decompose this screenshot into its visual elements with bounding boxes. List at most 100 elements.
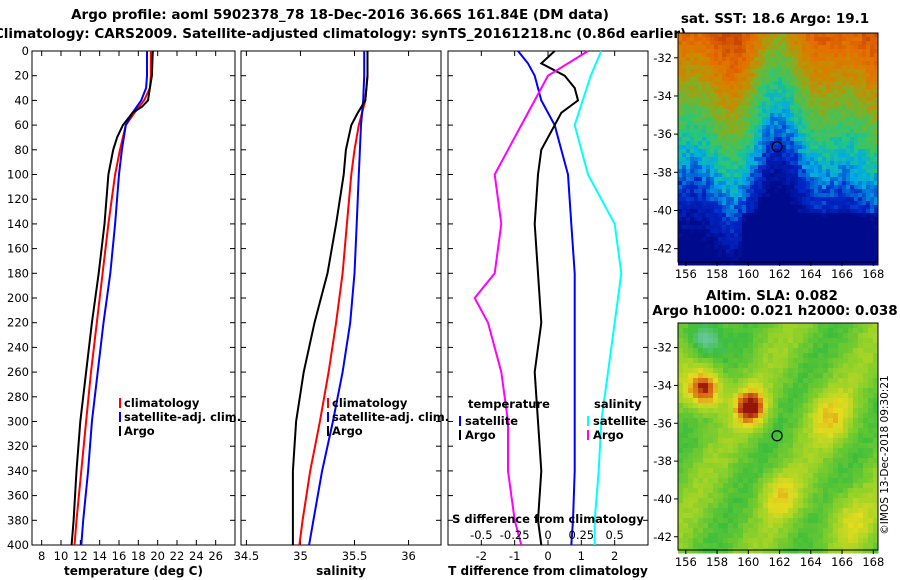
sst-map-cell	[714, 249, 719, 254]
sst-map-cell	[738, 205, 743, 210]
sst-map-cell	[818, 61, 823, 66]
sla-map-cell	[733, 363, 739, 369]
sla-map-cell	[778, 428, 784, 434]
sst-map-cell	[718, 109, 723, 114]
sla-map-cell	[858, 388, 864, 394]
sst-map-cell	[722, 201, 727, 206]
sla-map-cell	[688, 398, 694, 404]
sla-map-cell	[823, 538, 829, 544]
sst-map-cell	[806, 37, 811, 42]
sla-map-cell	[858, 503, 864, 509]
sla-map-cell	[723, 498, 729, 504]
sst-map-cell	[702, 237, 707, 242]
sla-map-cell	[728, 473, 734, 479]
sst-map-cell	[850, 177, 855, 182]
sst-map-cell	[686, 33, 691, 38]
sla-map-cell	[798, 463, 804, 469]
sst-map-cell	[702, 213, 707, 218]
sla-map-cell	[873, 428, 879, 434]
sla-map-cell	[688, 543, 694, 549]
sst-map-cell	[782, 153, 787, 158]
sst-map-cell	[706, 117, 711, 122]
sla-map-cell	[763, 388, 769, 394]
sst-map-cell	[858, 125, 863, 130]
sla-map-cell	[733, 453, 739, 459]
sst-map-cell	[814, 125, 819, 130]
sst-map-cell	[698, 109, 703, 114]
sla-map-cell	[678, 533, 684, 539]
sla-map-cell	[823, 488, 829, 494]
sla-map-cell	[783, 393, 789, 399]
sst-map-cell	[806, 89, 811, 94]
sst-map-cell	[830, 69, 835, 74]
sst-map-cell	[798, 41, 803, 46]
sla-map-cell	[743, 523, 749, 529]
sst-map-cell	[690, 193, 695, 198]
sst-map-cell	[678, 117, 683, 122]
sla-map-cell	[833, 378, 839, 384]
sst-map-cell	[722, 69, 727, 74]
sla-map-cell	[838, 478, 844, 484]
sst-map-cell	[706, 133, 711, 138]
sst-map-cell	[786, 129, 791, 134]
sla-map-cell	[853, 363, 859, 369]
sst-map-cell	[826, 141, 831, 146]
sla-map-cell	[698, 488, 704, 494]
sst-map-cell	[810, 97, 815, 102]
sla-map-cell	[763, 538, 769, 544]
sla-map-cell	[868, 523, 874, 529]
sst-map-cell	[754, 41, 759, 46]
sst-map-cell	[726, 173, 731, 178]
sst-map-cell	[766, 137, 771, 142]
sst-map-cell	[846, 217, 851, 222]
sst-map-cell	[838, 69, 843, 74]
sla-map-cell	[798, 518, 804, 524]
sst-map-cell	[690, 173, 695, 178]
sst-map-cell	[770, 89, 775, 94]
sla-map-cell	[788, 493, 794, 499]
sst-map-cell	[734, 45, 739, 50]
sst-map-cell	[842, 253, 847, 258]
sst-map-cell	[734, 217, 739, 222]
sla-map-cell	[798, 488, 804, 494]
sst-map-cell	[814, 181, 819, 186]
sst-map-cell	[770, 189, 775, 194]
sla-map-cell	[778, 513, 784, 519]
sst-map-cell	[718, 101, 723, 106]
sst-map-cell	[814, 221, 819, 226]
sla-map-cell	[763, 498, 769, 504]
sst-map-lon-label: 158	[706, 267, 728, 281]
sla-map-cell	[708, 448, 714, 454]
sla-map-cell	[788, 433, 794, 439]
sla-map-cell	[763, 438, 769, 444]
sst-map-cell	[758, 177, 763, 182]
sst-map-cell	[810, 221, 815, 226]
sla-map-cell	[853, 533, 859, 539]
sla-map-cell	[763, 543, 769, 549]
sla-map-cell	[678, 503, 684, 509]
sst-map-cell	[774, 201, 779, 206]
sst-map-cell	[710, 233, 715, 238]
sst-map-cell	[746, 241, 751, 246]
sst-map-cell	[838, 41, 843, 46]
sst-map-cell	[862, 145, 867, 150]
sst-map-cell	[750, 69, 755, 74]
sst-map-cell	[830, 85, 835, 90]
sst-map-cell	[818, 89, 823, 94]
sla-map-cell	[848, 388, 854, 394]
sst-map-cell	[762, 37, 767, 42]
sst-map-cell	[794, 137, 799, 142]
sst-map-cell	[738, 221, 743, 226]
sla-map-cell	[698, 438, 704, 444]
sla-map-cell	[828, 518, 834, 524]
sst-map-cell	[742, 97, 747, 102]
sst-map-cell	[750, 105, 755, 110]
sst-map-cell	[822, 69, 827, 74]
sla-map-cell	[753, 328, 759, 334]
sst-map-cell	[874, 145, 879, 150]
sst-map-cell	[758, 41, 763, 46]
sst-map-cell	[714, 241, 719, 246]
sst-map-cell	[690, 97, 695, 102]
sla-map-cell	[818, 383, 824, 389]
sst-map-cell	[822, 177, 827, 182]
